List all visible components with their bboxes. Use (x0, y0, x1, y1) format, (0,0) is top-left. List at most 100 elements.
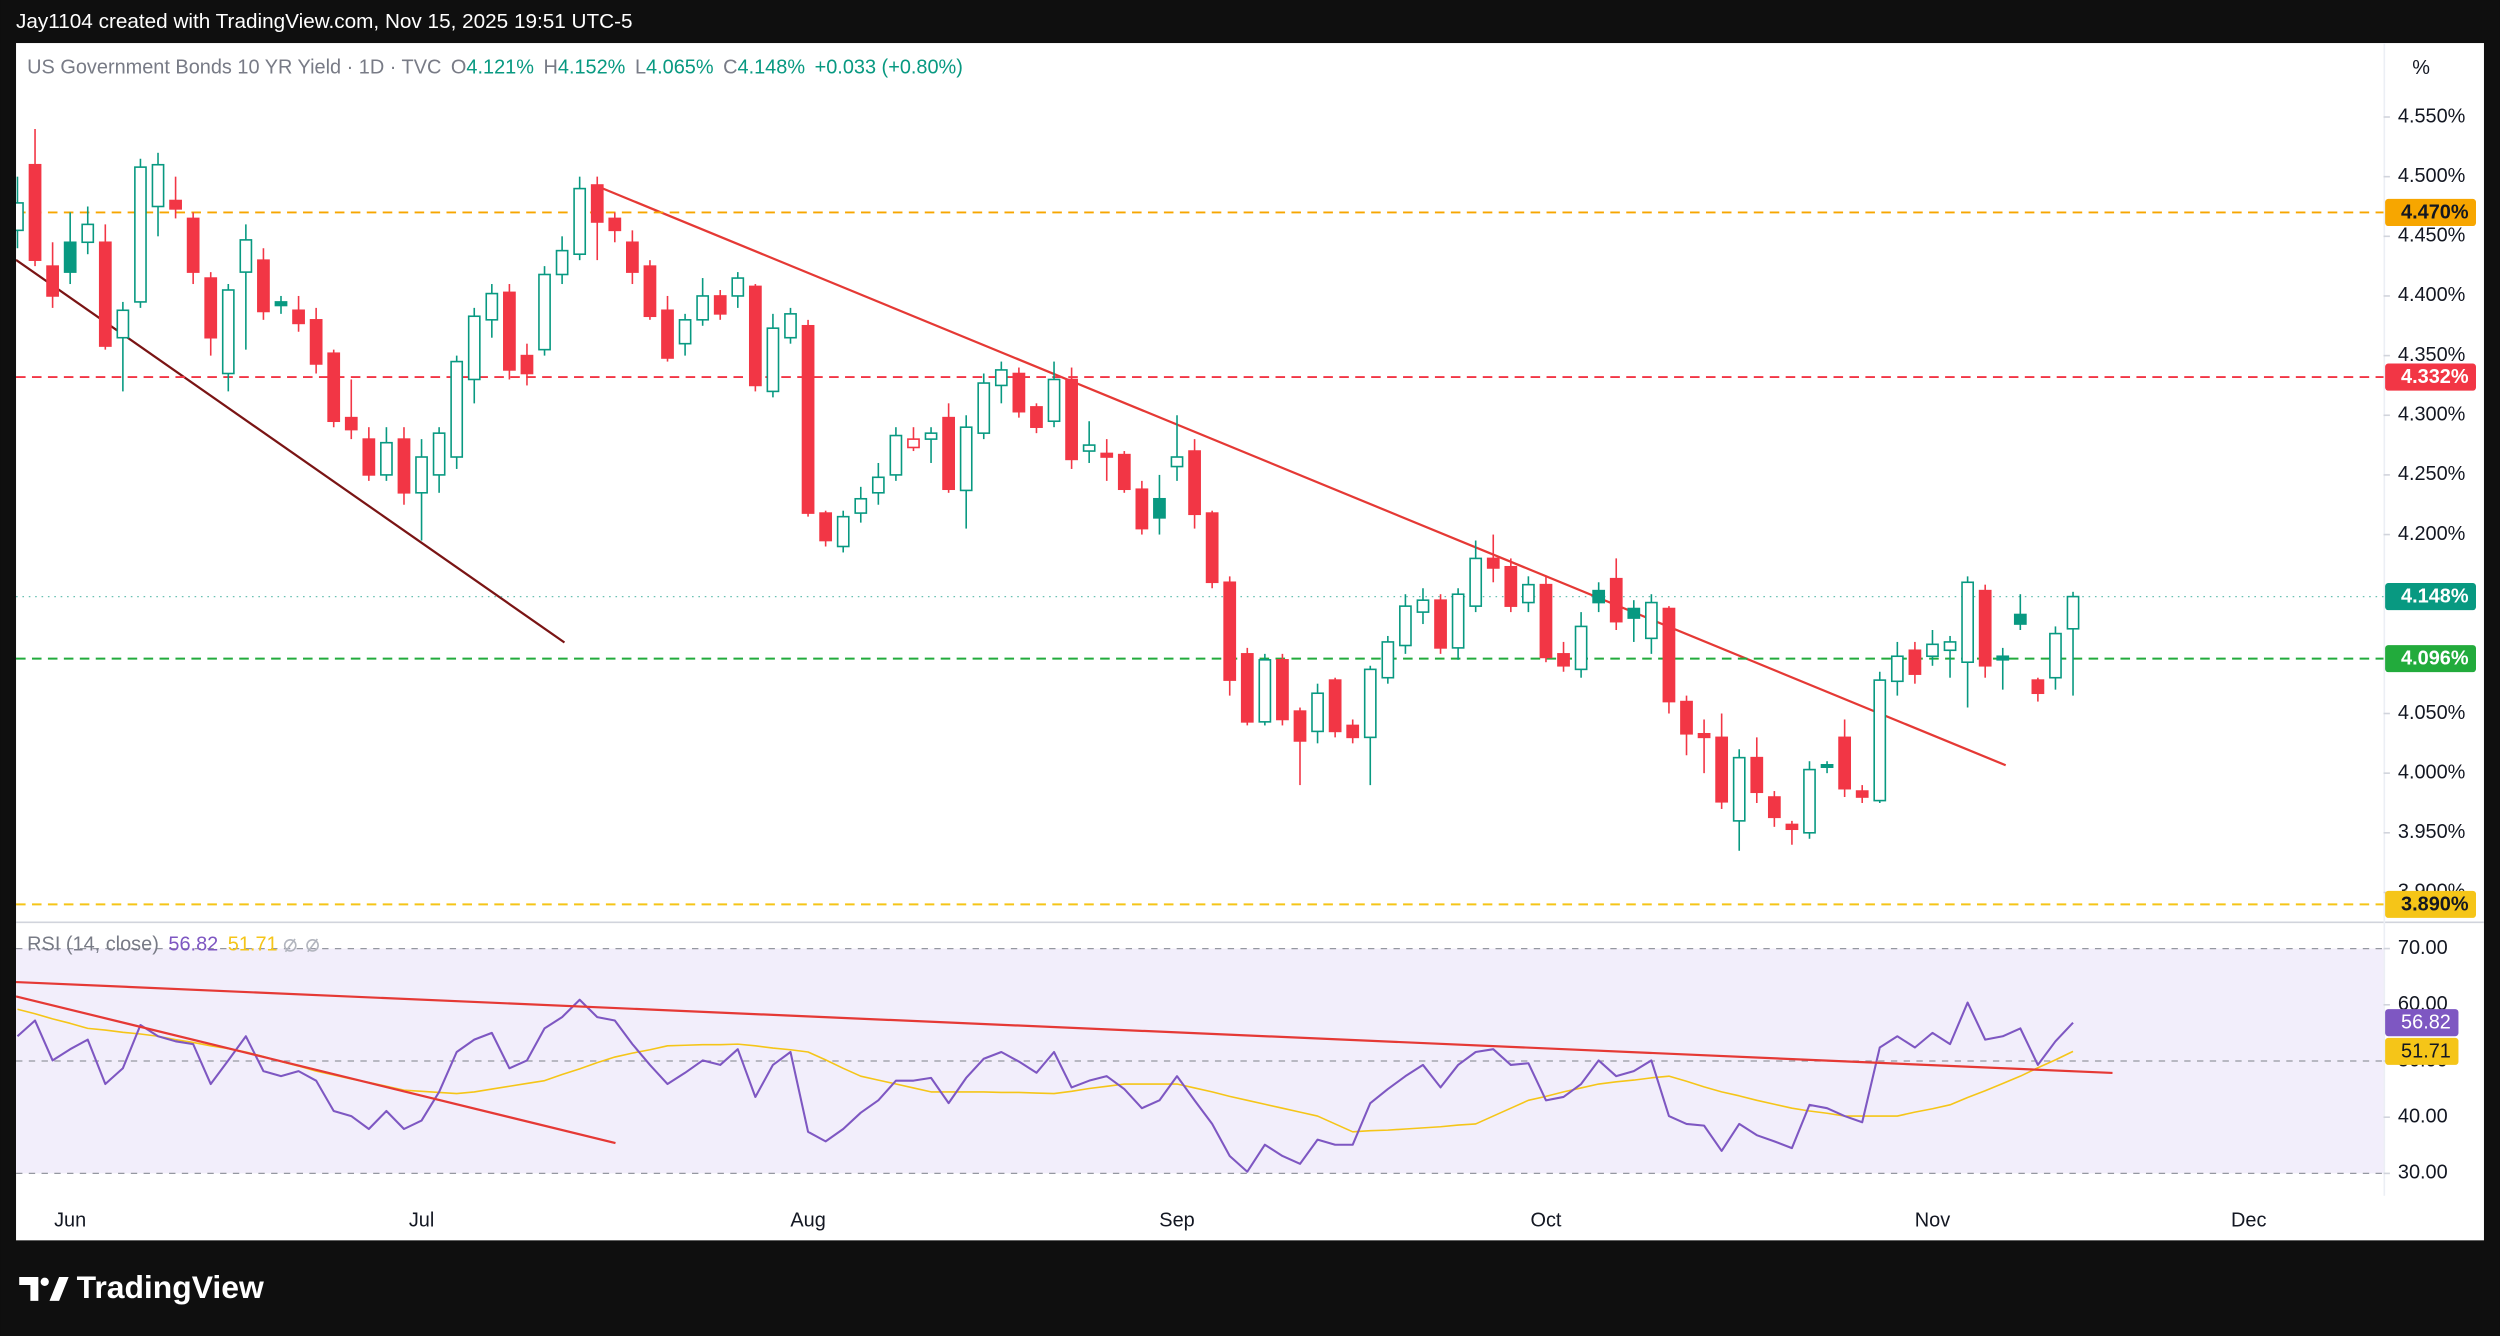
candle-body (1522, 583, 1535, 604)
candle-body (924, 432, 938, 440)
candle-body (274, 301, 288, 307)
candle-body (1961, 581, 1974, 664)
candle-body (1609, 577, 1623, 623)
legend-key: O (451, 57, 466, 79)
candle-body (63, 241, 77, 273)
candle-body (1416, 599, 1430, 613)
x-tick-label: Oct (1530, 1209, 1561, 1231)
candle-body (1170, 456, 1184, 468)
candle-body (713, 295, 727, 315)
candle-body (221, 289, 235, 375)
candle-body (1662, 607, 1676, 703)
candle-body (1574, 625, 1588, 671)
candle-body (643, 265, 657, 318)
candle-body (1803, 768, 1816, 834)
candle-body (1785, 823, 1799, 831)
candle-body (1311, 692, 1324, 733)
candle-body (503, 291, 516, 371)
value-badge (2385, 1009, 2459, 1037)
candle-body (520, 354, 534, 375)
candle-body (1926, 643, 1939, 658)
candle-body (661, 309, 674, 359)
candle-body (942, 416, 955, 491)
candle-body (1012, 372, 1026, 413)
x-tick-label: Sep (1159, 1209, 1194, 1231)
price-pane (16, 128, 2384, 906)
value-badge-label: 51.71 (2401, 1040, 2451, 1062)
candle-body (608, 217, 622, 232)
candle-body (327, 352, 341, 423)
candle-body (380, 441, 393, 476)
candle-body (415, 456, 428, 494)
x-tick-label: Aug (790, 1209, 825, 1231)
candle-body (1346, 724, 1360, 739)
trend-line (15, 980, 2113, 1075)
legend-key: L (635, 57, 646, 79)
candle-body (678, 319, 692, 345)
rsi-legend: RSI (14, close) 56.82 51.71 (27, 934, 277, 956)
candle-body (186, 217, 200, 273)
rsi-pane (16, 947, 2384, 1175)
candle-body (889, 434, 903, 476)
candle-body (2013, 613, 2027, 625)
candle-body (257, 259, 270, 313)
candle-body (1855, 790, 1869, 798)
candle-body (1890, 655, 1904, 683)
candle-body (362, 438, 376, 476)
legend-key: H (543, 57, 557, 79)
candle-body (2066, 595, 2080, 630)
candle-body (836, 515, 850, 548)
candle-body (590, 184, 604, 223)
y-tick-label: 4.550% (2398, 105, 2466, 127)
attribution: Jay1104 created with TradingView.com, No… (16, 10, 633, 33)
candle-body (1240, 653, 1254, 723)
legend-title: US Government Bonds 10 YR Yield · 1D · T… (27, 57, 441, 79)
candle-body (1188, 450, 1201, 516)
candle-body (1363, 668, 1377, 739)
candle-body (1258, 659, 1272, 723)
level-badge (2385, 198, 2476, 227)
legend-icons (283, 938, 319, 953)
candle-body (696, 295, 710, 321)
candle-body (907, 438, 920, 449)
candle-body (467, 315, 481, 381)
candle-body (871, 476, 885, 494)
candle-body (1486, 557, 1500, 569)
candle-body (854, 497, 868, 514)
candle-body (1978, 589, 1992, 667)
y-tick-label: 4.350% (2398, 344, 2466, 366)
candle-body (1627, 607, 1641, 619)
y-tick-label: 70.00 (2398, 937, 2448, 959)
candle-body (1838, 736, 1852, 790)
candle-body (1644, 601, 1658, 640)
candle-body (1469, 557, 1483, 607)
candle-body (169, 199, 182, 210)
candle-body (1399, 605, 1412, 647)
candle-body (81, 223, 95, 244)
y-tick-label: 4.000% (2398, 761, 2466, 783)
rsi-line (16, 998, 2074, 1173)
candle-body (28, 163, 42, 261)
candle-body (1153, 497, 1166, 519)
unit-label: % (2412, 57, 2430, 79)
candle-body (801, 324, 815, 514)
candle-body (626, 241, 639, 273)
x-tick-label: Nov (1915, 1209, 1950, 1231)
rsi-trend-lines (15, 980, 2113, 1145)
level-label: 4.470% (2401, 202, 2469, 224)
candle-body (485, 292, 499, 321)
candle-body (1873, 679, 1887, 802)
candle-body (959, 426, 973, 492)
y-tick-label: 4.450% (2398, 225, 2466, 247)
legend-value: 4.121% (466, 57, 534, 79)
candle-body (239, 239, 253, 273)
x-tick-label: Dec (2231, 1209, 2266, 1231)
candle-body (344, 416, 358, 431)
candle-body (116, 309, 130, 339)
candle-body (555, 249, 569, 276)
level-badge (2385, 583, 2476, 611)
candle-body (1065, 378, 1078, 461)
candle-body (1943, 641, 1957, 652)
candle-body (731, 277, 745, 297)
level-badge (2385, 890, 2476, 918)
